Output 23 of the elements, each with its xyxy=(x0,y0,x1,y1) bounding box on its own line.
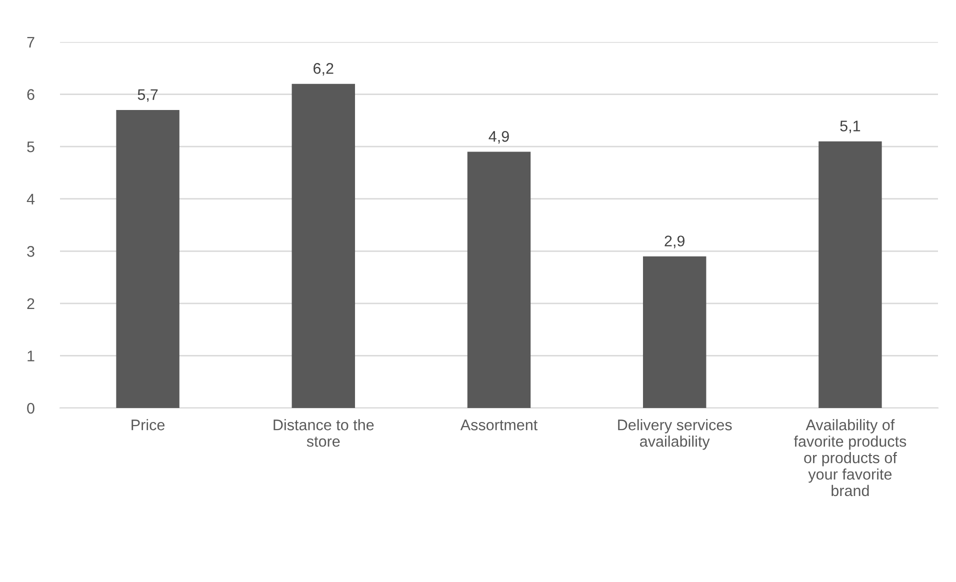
x-tick-label: Price xyxy=(132,419,165,430)
data-label: 6,2 xyxy=(314,63,334,76)
x-tick-label: Distance to the store xyxy=(274,419,374,447)
y-tick-label: 6 xyxy=(27,89,34,100)
y-tick-label: 2 xyxy=(27,298,34,309)
x-tick-label: Assortment xyxy=(460,420,538,430)
bar xyxy=(467,152,531,408)
bar xyxy=(818,141,882,408)
y-tick-label: 5 xyxy=(27,142,34,152)
y-tick-label: 3 xyxy=(27,246,34,257)
y-tick-label: 7 xyxy=(27,37,34,48)
data-label: 5,1 xyxy=(840,120,860,134)
data-label: 2,9 xyxy=(664,236,684,248)
data-label: 5,7 xyxy=(138,89,158,102)
bar xyxy=(292,84,356,408)
y-tick-label: 1 xyxy=(28,350,34,362)
y-tick-label: 4 xyxy=(26,194,35,204)
x-tick-label: Delivery services availability xyxy=(618,419,732,450)
x-tick-label: Availability of favorite products or products of your favorite brand xyxy=(794,419,906,496)
y-tick-label: 0 xyxy=(27,402,34,414)
bar xyxy=(642,256,706,408)
data-label: 4,9 xyxy=(488,131,509,144)
bar xyxy=(116,110,180,408)
